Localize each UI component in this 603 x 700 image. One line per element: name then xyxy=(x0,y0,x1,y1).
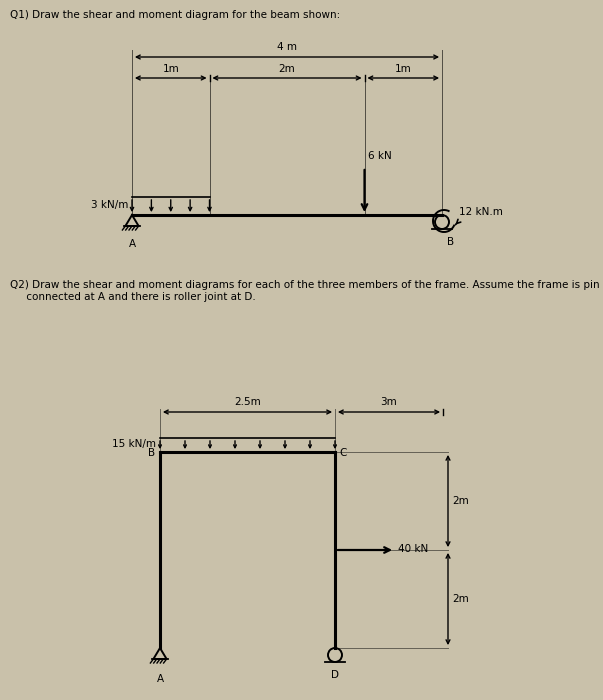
Text: Q1) Draw the shear and moment diagram for the beam shown:: Q1) Draw the shear and moment diagram fo… xyxy=(10,10,340,20)
Text: 2m: 2m xyxy=(279,64,295,74)
Text: connected at A and there is roller joint at D.: connected at A and there is roller joint… xyxy=(10,292,256,302)
Text: 6 kN: 6 kN xyxy=(368,151,392,161)
Text: 3 kN/m: 3 kN/m xyxy=(90,200,128,210)
Text: Q2) Draw the shear and moment diagrams for each of the three members of the fram: Q2) Draw the shear and moment diagrams f… xyxy=(10,280,599,290)
Text: A: A xyxy=(156,674,163,684)
Text: 40 kN: 40 kN xyxy=(398,544,428,554)
Text: 2.5m: 2.5m xyxy=(234,397,261,407)
Text: 12 kN.m: 12 kN.m xyxy=(459,207,503,217)
Text: 1m: 1m xyxy=(395,64,412,74)
Text: 4 m: 4 m xyxy=(277,42,297,52)
Text: B: B xyxy=(148,448,155,458)
Text: 2m: 2m xyxy=(452,496,469,506)
Text: A: A xyxy=(128,239,136,249)
Text: 2m: 2m xyxy=(452,594,469,604)
Text: B: B xyxy=(447,237,454,247)
Text: 1m: 1m xyxy=(162,64,179,74)
Text: 15 kN/m: 15 kN/m xyxy=(112,439,156,449)
Text: 3m: 3m xyxy=(380,397,397,407)
Text: C: C xyxy=(339,448,346,458)
Text: D: D xyxy=(331,670,339,680)
